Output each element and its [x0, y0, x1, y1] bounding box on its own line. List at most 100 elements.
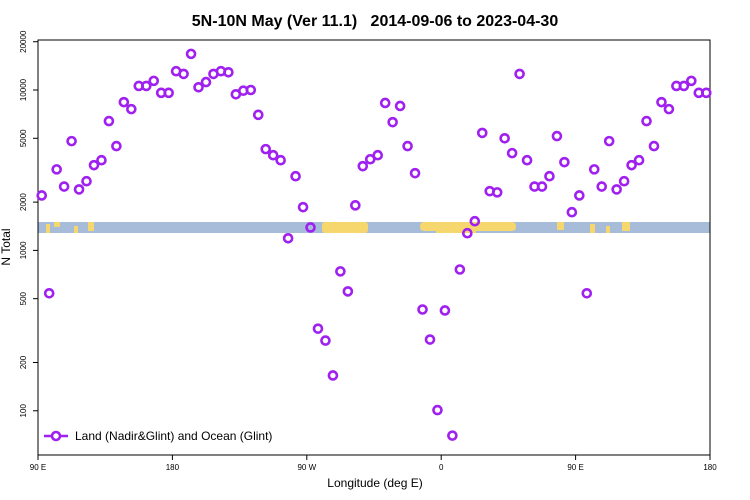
point: [312, 323, 324, 334]
point: [454, 264, 466, 275]
point: [58, 181, 70, 192]
point: [140, 80, 152, 92]
y-tick-label: 20000: [19, 30, 28, 53]
point: [574, 190, 585, 201]
point: [521, 154, 533, 166]
point: [148, 75, 160, 87]
point: [118, 96, 130, 108]
point: [633, 154, 645, 166]
point: [544, 170, 555, 182]
point: [126, 103, 137, 115]
point: [357, 160, 369, 172]
point: [372, 149, 384, 161]
point: [178, 68, 189, 80]
point: [641, 115, 652, 127]
point: [626, 159, 637, 171]
point: [252, 109, 264, 121]
point: [439, 305, 451, 316]
point: [678, 80, 690, 92]
point: [43, 288, 55, 299]
point: [432, 404, 443, 416]
x-tick-label: 90 E: [30, 463, 46, 472]
point: [648, 140, 660, 152]
y-tick-label: 100: [19, 404, 28, 418]
legend-marker: [50, 430, 62, 442]
point: [409, 167, 421, 179]
point: [394, 100, 406, 112]
y-tick-label: 200: [19, 355, 28, 369]
y-tick-label: 5000: [19, 129, 28, 147]
point: [305, 222, 316, 233]
x-tick-label: 90 E: [567, 463, 583, 472]
point: [36, 190, 48, 201]
point: [402, 140, 413, 152]
point: [603, 135, 615, 147]
point: [566, 206, 578, 218]
point: [290, 170, 301, 182]
point: [96, 154, 107, 166]
point: [514, 68, 525, 80]
point: [275, 154, 286, 166]
point: [320, 335, 331, 346]
point: [491, 187, 503, 198]
point: [611, 184, 622, 195]
plot-frame: [37, 39, 711, 456]
point: [111, 140, 122, 152]
x-tick-label: 180: [166, 463, 180, 472]
x-axis-label: Longitude (deg E): [327, 476, 422, 490]
point: [581, 288, 593, 299]
point: [200, 76, 212, 88]
point: [618, 175, 630, 187]
point: [700, 87, 712, 99]
point: [193, 81, 204, 93]
point: [163, 87, 174, 99]
point: [596, 181, 608, 192]
point: [387, 116, 398, 128]
point: [686, 75, 697, 87]
point: [73, 184, 85, 195]
point: [462, 227, 473, 239]
point: [342, 286, 354, 297]
point: [559, 156, 570, 168]
x-tick-label: 180: [703, 463, 717, 472]
point: [66, 135, 77, 147]
point: [379, 97, 391, 109]
point: [245, 84, 257, 96]
point: [297, 201, 309, 213]
point: [223, 66, 234, 78]
point: [447, 430, 458, 441]
point: [260, 143, 272, 155]
point: [327, 370, 339, 381]
point: [81, 175, 92, 187]
point: [469, 215, 481, 227]
point: [335, 266, 346, 277]
land-mask: [38, 222, 710, 233]
point: [350, 200, 361, 211]
y-tick-label: 1000: [19, 241, 28, 259]
point: [51, 164, 62, 175]
chart-title: 5N-10N May (Ver 11.1) 2014-09-06 to 2023…: [192, 13, 559, 30]
point: [551, 130, 563, 142]
y-axis-label: N Total: [0, 228, 13, 265]
point: [656, 96, 667, 108]
point: [364, 153, 376, 165]
point: [88, 159, 100, 171]
point: [103, 115, 115, 127]
point: [499, 132, 510, 144]
legend-label: Land (Nadir&Glint) and Ocean (Glint): [75, 429, 272, 443]
y-tick-label: 10000: [19, 78, 28, 101]
point: [267, 149, 279, 161]
x-tick-label: 0: [439, 463, 444, 472]
point: [417, 304, 428, 315]
point: [424, 334, 436, 345]
point: [663, 103, 675, 115]
x-tick-label: 90 W: [297, 463, 316, 472]
point: [476, 127, 488, 139]
y-tick-label: 500: [19, 291, 28, 305]
point: [506, 147, 518, 159]
point: [282, 232, 294, 244]
point: [536, 181, 548, 192]
y-tick-label: 2000: [19, 193, 28, 211]
point: [588, 164, 600, 175]
